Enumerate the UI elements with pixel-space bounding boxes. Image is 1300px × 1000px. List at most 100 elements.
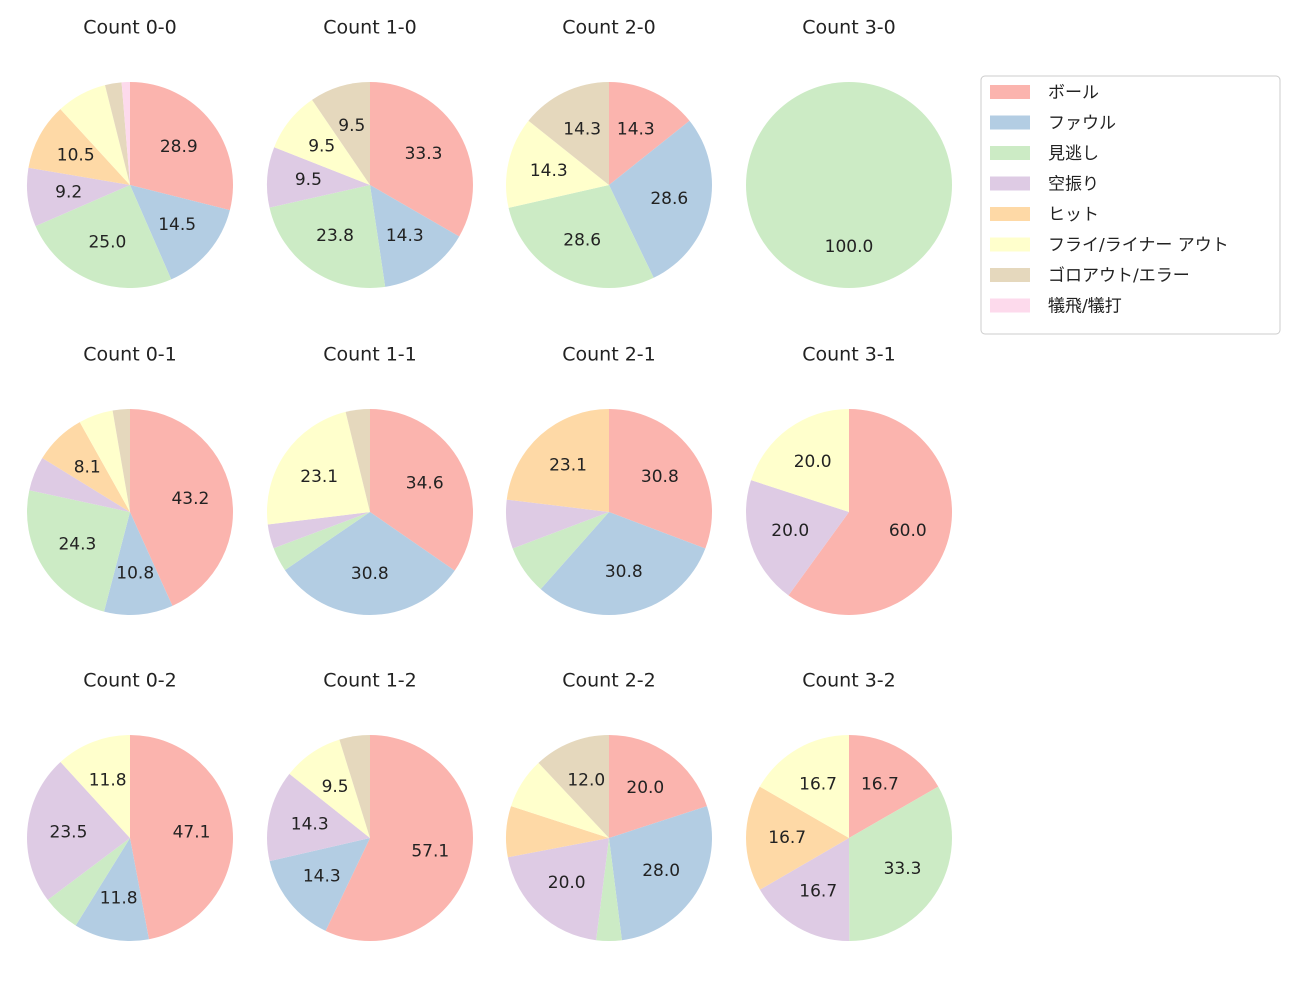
pie-slice [267, 512, 370, 549]
slice-label: 28.6 [563, 231, 601, 251]
pie-slice [528, 82, 609, 185]
legend-swatch [990, 268, 1030, 282]
chart-title: Count 0-2 [83, 670, 177, 692]
slice-label: 20.0 [771, 521, 809, 541]
chart-title: Count 3-1 [802, 344, 896, 366]
slice-label: 8.1 [74, 457, 101, 477]
pie-slice [325, 735, 474, 941]
pie-slice [511, 762, 609, 838]
pie-slice [130, 185, 230, 280]
pie-slice [289, 739, 370, 838]
pie-slice [274, 99, 370, 185]
pie-slice [26, 167, 131, 227]
pie-slice [60, 85, 130, 185]
slice-label: 10.8 [116, 564, 154, 584]
pie-slice [505, 806, 609, 858]
legend-swatch [990, 237, 1030, 252]
pie-slice [538, 735, 609, 838]
slice-label: 28.6 [650, 189, 688, 209]
pie-slice [27, 490, 131, 612]
legend-label: 見逃し [1048, 144, 1099, 164]
legend-swatch [990, 176, 1030, 191]
chart-title: Count 0-0 [83, 17, 177, 39]
legend-swatch [990, 115, 1030, 130]
pie-slice [849, 786, 953, 941]
slice-label: 30.8 [351, 564, 389, 584]
pie-slice [609, 735, 707, 838]
slice-label: 16.7 [861, 774, 899, 794]
slice-label: 25.0 [88, 233, 126, 253]
slice-label: 43.2 [171, 489, 209, 509]
slice-label: 10.5 [57, 145, 95, 165]
legend-label: ヒット [1048, 205, 1099, 225]
pie-slice [35, 185, 172, 289]
slice-label: 9.5 [338, 116, 365, 136]
pie-slice [112, 409, 130, 512]
slice-label: 14.3 [563, 119, 601, 139]
pie-slice [267, 773, 370, 862]
slice-label: 23.8 [316, 226, 354, 246]
pie-slice [370, 82, 473, 237]
chart-title: Count 1-0 [323, 17, 417, 39]
pie-slice [130, 82, 233, 211]
pie-slice [788, 409, 952, 616]
pie-slice [609, 82, 690, 185]
pie-slice [506, 409, 609, 512]
slice-label: 20.0 [548, 873, 586, 893]
chart-title: Count 3-2 [802, 670, 896, 692]
pie-slice [759, 838, 850, 941]
pie-slice [104, 82, 130, 185]
pie-slice [512, 512, 609, 590]
legend-label: フライ/ライナー アウト [1048, 236, 1229, 256]
slice-label: 9.5 [308, 136, 335, 156]
slice-label: 100.0 [825, 237, 874, 257]
chart-title: Count 2-2 [562, 670, 656, 692]
slice-label: 14.3 [530, 161, 568, 181]
pie-slice [273, 512, 370, 571]
pie-slice [506, 120, 609, 208]
slice-label: 28.9 [160, 137, 198, 157]
pie-slice [746, 480, 849, 596]
pie-slice [339, 735, 370, 838]
pie-slice [507, 838, 609, 941]
pie-slice [345, 409, 370, 512]
pie-slice [130, 735, 234, 940]
slice-label: 14.5 [158, 215, 196, 235]
slice-label: 16.7 [768, 828, 806, 848]
pie-slice [60, 735, 130, 838]
slice-label: 9.2 [55, 182, 82, 202]
legend-swatch [990, 207, 1030, 221]
slice-label: 30.8 [641, 467, 679, 487]
slice-label: 23.1 [549, 456, 587, 476]
pie-slice [27, 761, 131, 900]
chart-title: Count 3-0 [802, 17, 896, 39]
chart-title: Count 2-1 [562, 344, 656, 366]
pie-slice [269, 185, 386, 288]
slice-label: 30.8 [605, 562, 643, 582]
pie-slice [751, 409, 849, 512]
pie-slice [284, 512, 455, 615]
pie-slice [79, 410, 130, 512]
pie-slice [759, 735, 849, 838]
pie-slice [370, 409, 474, 571]
pie-slice [266, 147, 370, 208]
pie-slice [609, 409, 713, 549]
pie-slice [745, 786, 849, 890]
chart-title: Count 0-1 [83, 344, 177, 366]
legend-label: 空振り [1048, 175, 1099, 195]
legend-swatch [990, 298, 1030, 313]
slice-label: 47.1 [173, 822, 211, 842]
legend-label: ゴロアウト/エラー [1048, 265, 1190, 286]
slice-label: 16.7 [799, 882, 837, 902]
pie-slice [104, 512, 173, 615]
chart-title: Count 1-2 [323, 670, 417, 692]
pie-slice [130, 409, 233, 606]
legend-label: ファウル [1048, 114, 1116, 134]
slice-label: 20.0 [626, 778, 664, 798]
legend-swatch [990, 146, 1030, 160]
pie-slice [269, 838, 370, 931]
pie-slice [42, 422, 131, 512]
pie-slice [609, 806, 712, 941]
chart-title: Count 2-0 [562, 17, 656, 39]
